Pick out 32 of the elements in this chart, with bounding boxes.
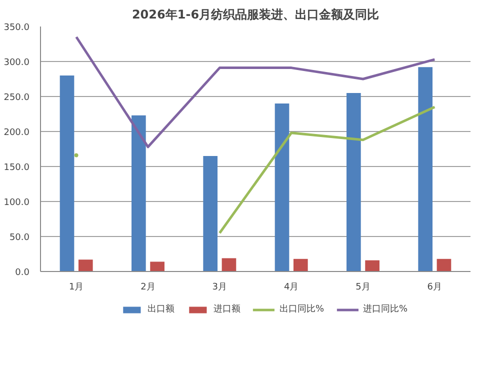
x-tick-label: 1月	[68, 282, 84, 292]
bar	[78, 260, 93, 272]
legend-label: 进口同比%	[363, 303, 408, 316]
y-tick-label: 150.0	[4, 163, 30, 173]
y-tick-label: 200.0	[4, 128, 30, 138]
x-tick-label: 2月	[140, 282, 156, 292]
y-tick-label: 250.0	[4, 93, 30, 103]
x-tick-label: 6月	[427, 282, 442, 292]
y-tick-label: 0.0	[15, 268, 30, 278]
legend-label: 出口同比%	[279, 303, 324, 316]
y-tick-label: 300.0	[4, 58, 30, 68]
y-tick-label: 100.0	[4, 198, 30, 208]
bar	[222, 258, 236, 272]
bar	[60, 76, 74, 272]
bar	[436, 258, 452, 272]
bar	[132, 115, 146, 272]
bar	[418, 67, 433, 272]
bar	[203, 156, 218, 272]
line-series	[75, 36, 436, 148]
bar	[150, 262, 164, 272]
legend-label: 进口额	[213, 303, 240, 316]
bar	[346, 93, 361, 272]
bar	[365, 260, 380, 272]
chart-title: 2026年1-6月纺织品服装进、出口金额及同比	[132, 8, 380, 22]
x-tick-label: 3月	[212, 282, 228, 292]
legend-label: 出口额	[147, 303, 174, 316]
y-tick-label: 350.0	[4, 23, 30, 33]
bar	[274, 104, 290, 272]
bar	[293, 258, 308, 272]
x-tick-label: 5月	[356, 282, 370, 292]
x-tick-label: 4月	[284, 282, 299, 292]
y-tick-label: 50.0	[9, 233, 30, 243]
